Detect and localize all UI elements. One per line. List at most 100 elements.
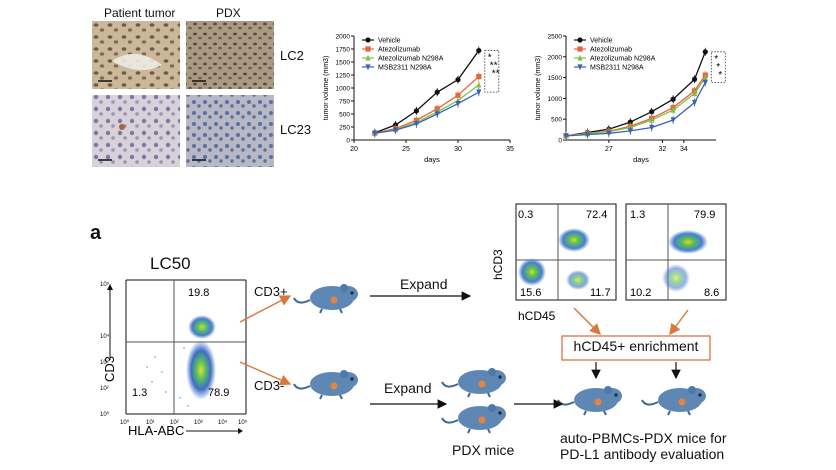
enrichment-box bbox=[561, 335, 711, 361]
data-point bbox=[365, 46, 371, 52]
y-tick-label: 1000 bbox=[548, 96, 563, 103]
y-tick-label: 1500 bbox=[336, 60, 351, 67]
x-tick: 10⁰ bbox=[120, 419, 130, 426]
y-tick-label: 1750 bbox=[336, 47, 351, 54]
legend-label: MSB2311 N298A bbox=[590, 65, 644, 72]
facs3-quadrant-ur: 79.9 bbox=[694, 209, 715, 221]
data-point bbox=[365, 54, 371, 61]
y-tick-label: 2000 bbox=[548, 54, 563, 61]
significance-star: * bbox=[718, 70, 722, 81]
facs2-quadrant-ur: 72.4 bbox=[586, 209, 607, 221]
mouse-icon bbox=[293, 283, 359, 314]
series-line bbox=[565, 77, 706, 137]
data-point bbox=[606, 130, 612, 137]
data-point bbox=[372, 130, 378, 137]
data-point bbox=[455, 92, 461, 98]
facs-plot-lc50: 10⁰ 10² 10³ 10⁴ 10⁵ 10⁰ 10¹ 10² 10³ 10⁴ … bbox=[100, 279, 248, 438]
data-point bbox=[691, 90, 698, 97]
x-tick: 10³ bbox=[194, 420, 203, 426]
expand-top-label: Expand bbox=[400, 276, 448, 292]
facs2-quadrant-lr: 11.7 bbox=[590, 287, 611, 299]
data-point bbox=[702, 74, 708, 81]
tumor-growth-chart-2: 0 500 1000 1500 2000 2500 27 32 34 days tumor volu… bbox=[535, 34, 726, 164]
mouse-icon bbox=[441, 403, 507, 434]
y-tick-label: 1500 bbox=[548, 75, 563, 82]
legend-label: Atezolizumab N298A bbox=[590, 56, 656, 63]
x-tick-label: 34 bbox=[680, 146, 688, 153]
data-point bbox=[476, 89, 482, 96]
facs-xlabel: HLA-ABC bbox=[128, 423, 184, 438]
data-point bbox=[670, 96, 676, 102]
y-tick-label: 750 bbox=[339, 99, 350, 106]
y-tick-label: 2000 bbox=[336, 34, 351, 41]
series-line bbox=[565, 82, 706, 137]
facs3-quadrant-ul: 1.3 bbox=[630, 209, 645, 221]
legend-label: Vehicle bbox=[378, 38, 401, 45]
data-point bbox=[455, 101, 461, 107]
data-point bbox=[577, 64, 583, 71]
ihc-header-patient: Patient tumor bbox=[104, 6, 176, 20]
mouse-icon bbox=[293, 369, 359, 400]
data-point bbox=[670, 106, 676, 113]
enrichment-label: hCD45+ enrichment bbox=[573, 338, 699, 354]
mouse-icon bbox=[641, 385, 707, 416]
data-point bbox=[577, 37, 583, 43]
facs-title: LC50 bbox=[150, 254, 191, 273]
significance-star: * bbox=[714, 54, 718, 65]
final-label-line2: PD-L1 antibody evaluation bbox=[560, 446, 725, 462]
x-tick-label: 27 bbox=[605, 146, 613, 153]
facs3-quadrant-ll: 10.2 bbox=[630, 287, 651, 299]
final-label: auto-PBMCs-PDX mice for PD-L1 antibody e… bbox=[560, 430, 726, 462]
y-tick: 10⁰ bbox=[100, 411, 110, 418]
ihc-micrographs bbox=[92, 21, 274, 167]
data-point bbox=[393, 127, 399, 134]
pdx-mice-label: PDX mice bbox=[452, 442, 515, 458]
legend-label: Atezolizumab bbox=[378, 47, 420, 54]
final-label-line1: auto-PBMCs-PDX mice for bbox=[560, 430, 727, 446]
series-line bbox=[374, 76, 480, 134]
significance-star: * bbox=[488, 53, 492, 64]
data-point bbox=[365, 64, 371, 71]
micrograph-lc23-patient bbox=[92, 95, 180, 167]
data-point bbox=[627, 119, 633, 125]
data-point bbox=[649, 109, 655, 115]
series-line bbox=[374, 91, 480, 134]
data-point bbox=[434, 89, 440, 95]
data-point bbox=[434, 111, 440, 118]
y-tick-label: 0 bbox=[346, 138, 350, 145]
data-point bbox=[584, 131, 591, 138]
x-tick-label: 20 bbox=[350, 146, 358, 153]
ihc-header-pdx: PDX bbox=[216, 6, 241, 20]
data-point bbox=[691, 99, 698, 106]
legend-label: Vehicle bbox=[590, 38, 613, 45]
data-point bbox=[670, 117, 676, 124]
data-point bbox=[649, 124, 655, 131]
facs-plots-right: 0.3 72.4 15.6 11.7 1.3 79.9 10.2 8.6 hCD… bbox=[491, 203, 727, 323]
micrograph-lc23-pdx bbox=[186, 95, 274, 167]
data-point bbox=[691, 76, 698, 82]
facs2-quadrant-ll: 15.6 bbox=[520, 287, 541, 299]
y-axis-label: tumor volume (mm3) bbox=[535, 56, 542, 121]
y-tick-label: 1000 bbox=[336, 86, 351, 93]
data-point bbox=[577, 54, 583, 61]
y-axis-label: tumor volume (mm3) bbox=[323, 56, 330, 121]
legend-label: MSB2311 N298A bbox=[378, 65, 432, 72]
y-tick-label: 1250 bbox=[336, 73, 351, 80]
x-tick-label: 32 bbox=[659, 146, 667, 153]
micrograph-lc2-pdx bbox=[186, 21, 274, 89]
x-tick: 10² bbox=[170, 420, 179, 426]
data-point bbox=[413, 108, 419, 114]
x-axis-label: days bbox=[633, 155, 649, 164]
cd3-neg-label: CD3- bbox=[254, 378, 285, 393]
y-tick-label: 500 bbox=[339, 112, 350, 119]
x-tick-label: 35 bbox=[506, 146, 514, 153]
facs2-quadrant-ul: 0.3 bbox=[518, 209, 533, 221]
significance-bracket bbox=[484, 50, 500, 93]
x-tick: 10⁴ bbox=[218, 419, 228, 426]
x-axis-label: days bbox=[424, 155, 440, 164]
significance-star: ** bbox=[492, 69, 500, 80]
series-line bbox=[374, 50, 480, 134]
expand-bottom-label: Expand bbox=[384, 380, 432, 396]
facs-ylabel: CD3 bbox=[102, 356, 117, 382]
